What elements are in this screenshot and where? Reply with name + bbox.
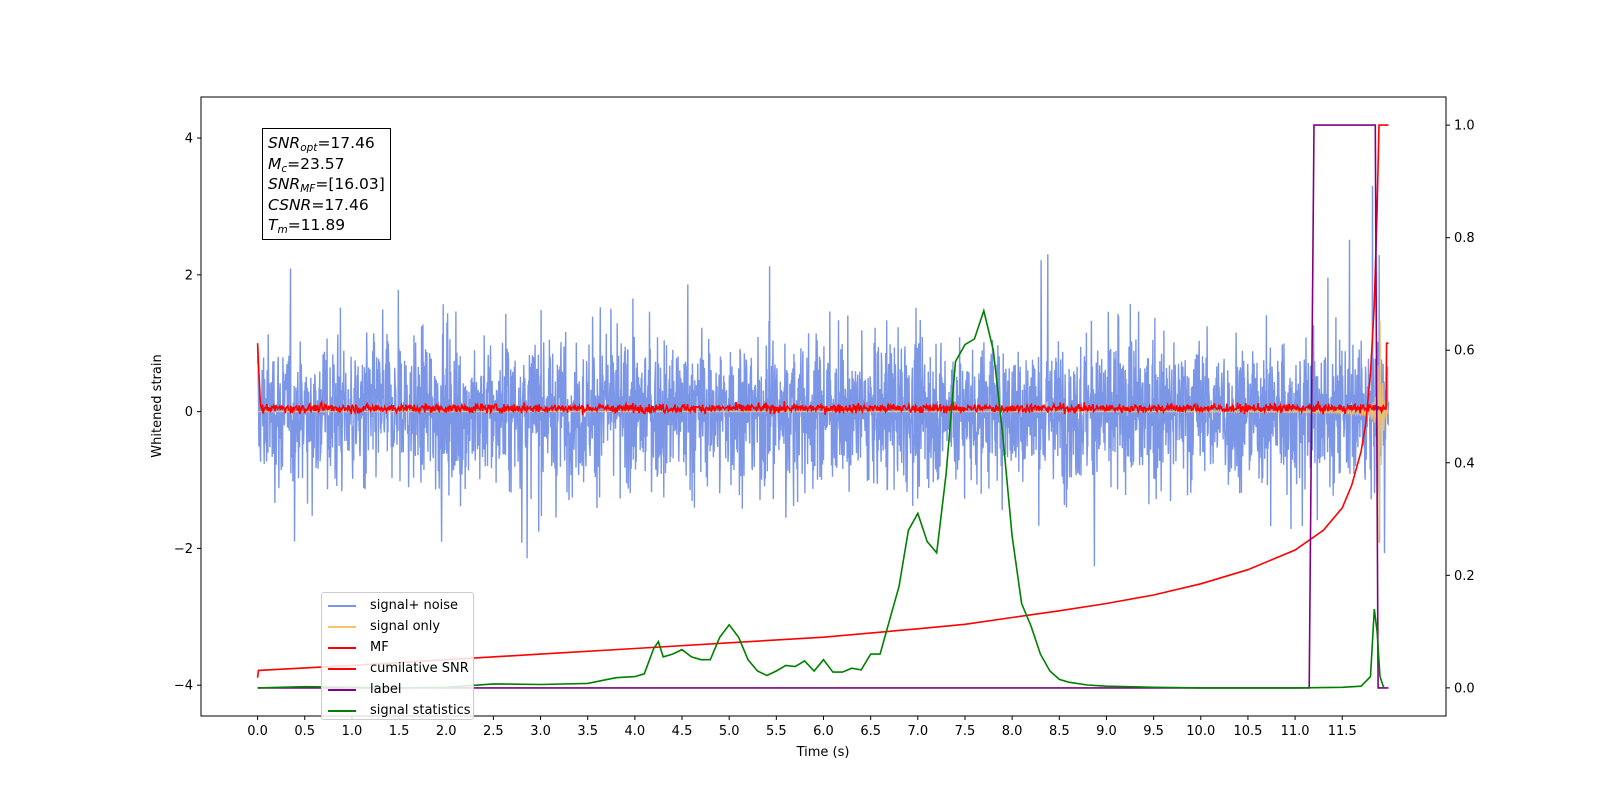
mf-line <box>256 342 1389 416</box>
signal-noise-series <box>256 185 1390 567</box>
x-tick-label: 0.5 <box>294 724 315 739</box>
x-tick-label: 6.0 <box>813 724 834 739</box>
legend-item: label <box>322 679 473 700</box>
legend-item: signal statistics <box>322 700 473 721</box>
stat-row: SNRMF=[16.03] <box>268 175 385 195</box>
legend-swatch <box>328 667 356 670</box>
x-tick-label: 10.5 <box>1233 724 1262 739</box>
label-line <box>257 124 1389 689</box>
y-tick-label: 0 <box>185 405 193 420</box>
x-tick-label: 1.5 <box>389 724 410 739</box>
stat-row: SNRopt=17.46 <box>268 134 375 154</box>
x-tick-label: 4.0 <box>625 724 646 739</box>
mf-series <box>256 342 1389 416</box>
legend-swatch <box>328 688 356 691</box>
x-tick-label: 7.5 <box>955 724 976 739</box>
legend-swatch <box>328 604 356 607</box>
x-axis-ticks: 0.0 0.5 1.0 1.5 2.0 2.5 3.0 3.5 4.0 4.5 5.0 5.5 6.0 6… <box>247 716 1357 739</box>
legend-item: cumilative SNR <box>322 658 473 679</box>
x-tick-label: 2.0 <box>436 724 457 739</box>
legend-item: signal+ noise <box>322 595 473 616</box>
x-tick-label: 11.5 <box>1328 724 1357 739</box>
signal-statistics-line <box>257 307 1385 689</box>
legend-label: signal statistics <box>370 703 471 718</box>
y-tick-label: 4 <box>185 132 193 147</box>
y2-axis-ticks: 0.0 0.2 0.4 0.6 0.8 1.0 <box>1446 119 1475 696</box>
x-tick-label: 10.0 <box>1186 724 1215 739</box>
y-tick-label: −4 <box>174 679 193 694</box>
stat-row: Tm=11.89 <box>268 216 346 236</box>
stat-row: CSNR=17.46 <box>268 195 369 214</box>
y2-tick-label: 0.6 <box>1454 344 1475 359</box>
legend-swatch <box>328 646 356 649</box>
y-tick-label: 2 <box>185 268 193 283</box>
y2-tick-label: 0.2 <box>1454 569 1475 584</box>
legend-item: signal only <box>322 616 473 637</box>
x-tick-label: 9.5 <box>1143 724 1164 739</box>
y2-tick-label: 0.8 <box>1454 231 1475 246</box>
legend-item: MF <box>322 637 473 658</box>
legend-label: signal only <box>370 619 441 634</box>
x-tick-label: 5.5 <box>766 724 787 739</box>
legend-label: MF <box>370 640 389 655</box>
x-tick-label: 9.0 <box>1096 724 1117 739</box>
x-axis-label: Time (s) <box>796 745 850 760</box>
legend-label: label <box>370 682 402 697</box>
stats-annotation-box: SNRopt=17.46 Mc=23.57 SNRMF=[16.03] CSNR=17… <box>262 128 391 240</box>
x-tick-label: 8.5 <box>1049 724 1070 739</box>
x-tick-label: 7.0 <box>907 724 928 739</box>
x-tick-label: 5.0 <box>719 724 740 739</box>
x-tick-label: 4.5 <box>672 724 693 739</box>
x-tick-label: 6.5 <box>860 724 881 739</box>
x-tick-label: 3.0 <box>530 724 551 739</box>
y-tick-label: −2 <box>174 542 193 557</box>
y2-tick-label: 1.0 <box>1454 119 1475 134</box>
legend-label: cumilative SNR <box>370 661 469 676</box>
x-tick-label: 2.5 <box>483 724 504 739</box>
right-axis-series <box>256 124 1389 689</box>
x-tick-label: 3.5 <box>577 724 598 739</box>
y2-tick-label: 0.0 <box>1454 681 1475 696</box>
legend-swatch <box>328 709 356 712</box>
legend-swatch <box>328 625 356 628</box>
y-axis-label: Whitened strain <box>150 354 165 457</box>
signal-noise-line <box>256 185 1390 567</box>
x-tick-label: 1.0 <box>342 724 363 739</box>
cumulative-snr-line <box>256 124 1389 678</box>
x-tick-label: 8.0 <box>1002 724 1023 739</box>
y-axis-ticks: −4 −2 0 2 4 <box>174 132 201 694</box>
legend-label: signal+ noise <box>370 598 459 613</box>
x-tick-label: 0.0 <box>247 724 268 739</box>
y2-tick-label: 0.4 <box>1454 456 1475 471</box>
stat-row: Mc=23.57 <box>268 154 345 175</box>
legend: signal+ noise signal only MF cumilative SNR… <box>321 592 474 720</box>
x-tick-label: 11.0 <box>1281 724 1310 739</box>
